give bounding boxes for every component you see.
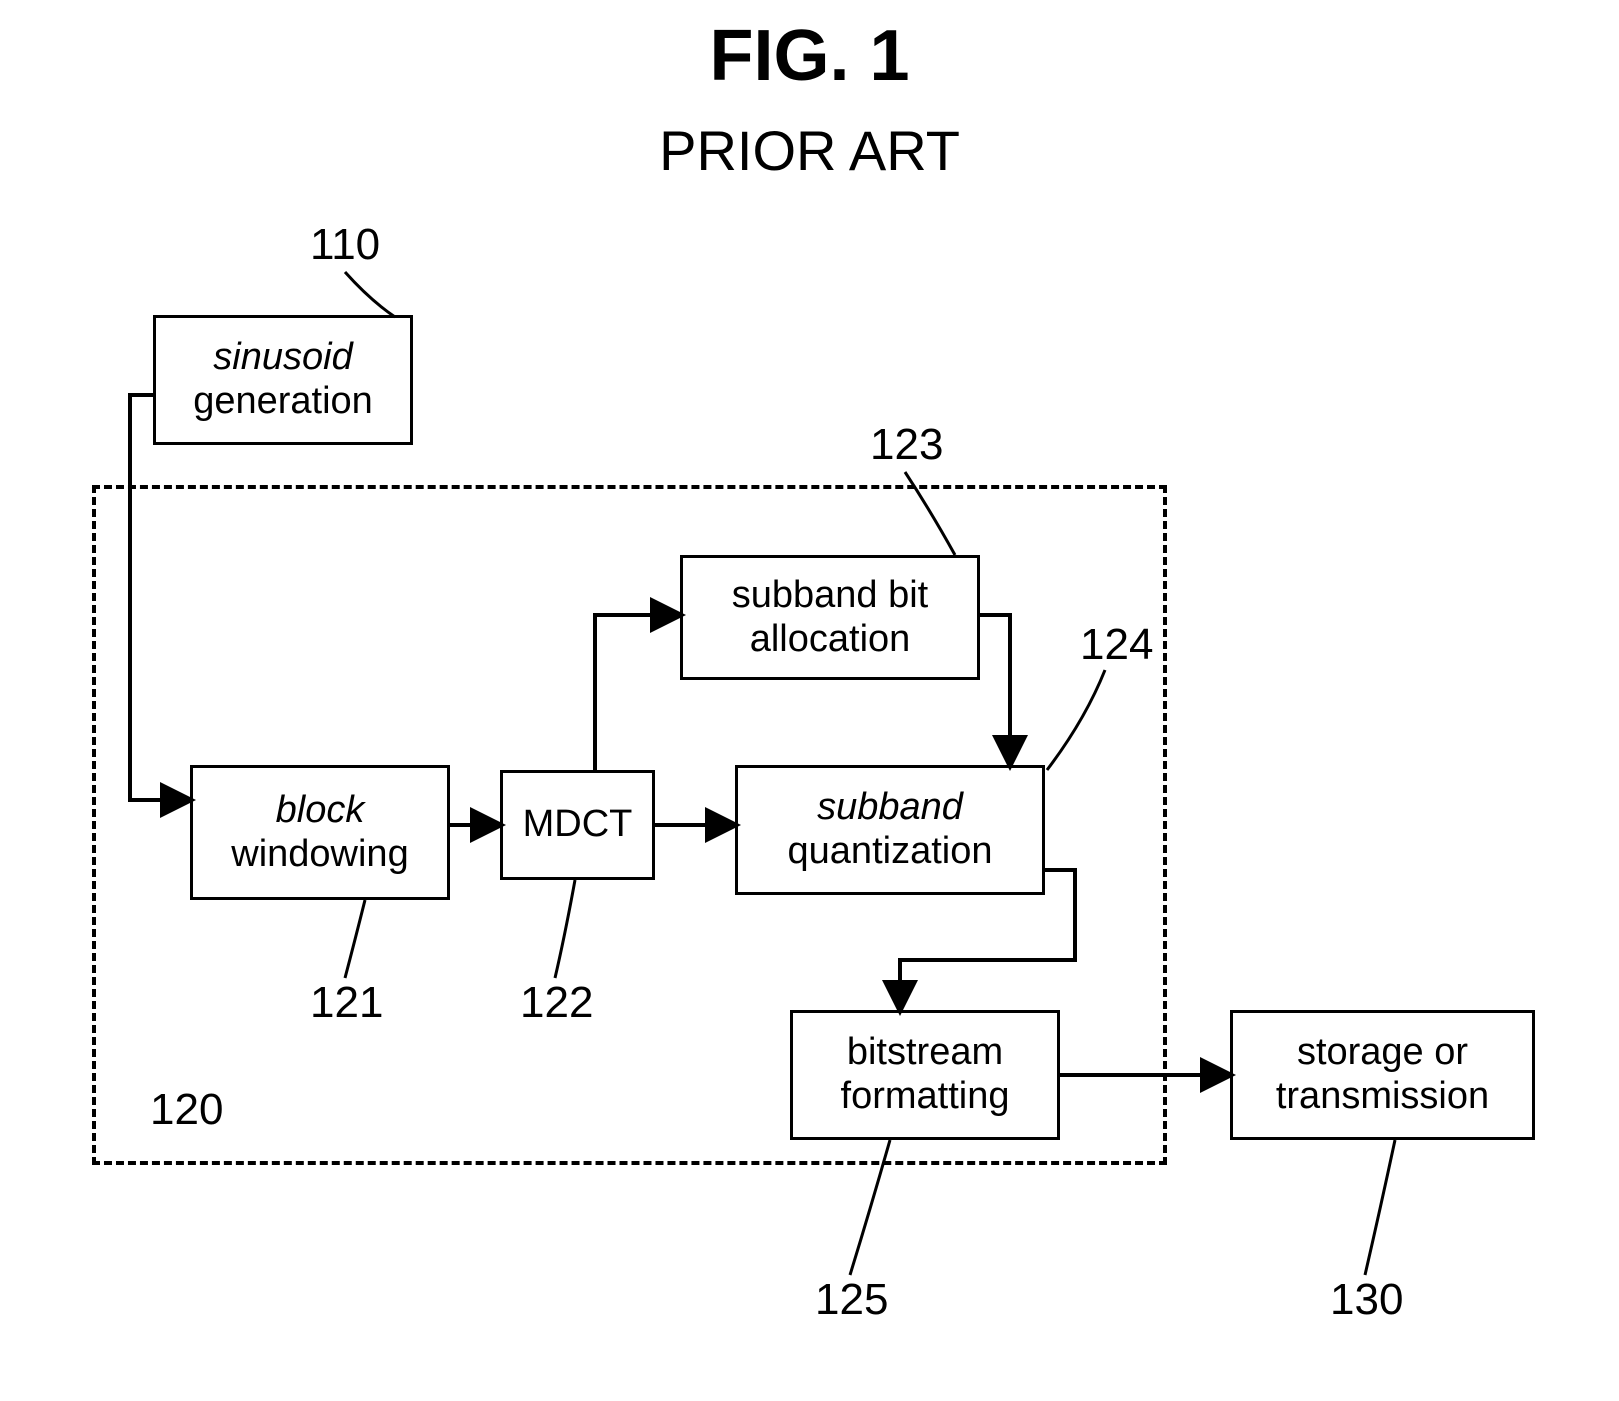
node-130-line2: transmission bbox=[1276, 1075, 1489, 1117]
ref-110: 110 bbox=[310, 220, 380, 270]
node-bitstream-formatting: bitstream formatting bbox=[790, 1010, 1060, 1140]
figure-subtitle: PRIOR ART bbox=[0, 118, 1619, 183]
ref-121: 121 bbox=[310, 978, 383, 1028]
ref-125: 125 bbox=[815, 1275, 888, 1325]
node-sinusoid-generation: sinusoid generation bbox=[153, 315, 413, 445]
node-110-line2: generation bbox=[193, 380, 373, 422]
diagram-canvas: FIG. 1 PRIOR ART sinusoid generation blo… bbox=[0, 0, 1619, 1401]
node-123-line2: allocation bbox=[750, 618, 911, 660]
node-124-line1: subband bbox=[817, 786, 963, 828]
node-125-line1: bitstream bbox=[847, 1031, 1003, 1073]
ref-123: 123 bbox=[870, 420, 943, 470]
node-block-windowing: block windowing bbox=[190, 765, 450, 900]
node-124-line2: quantization bbox=[788, 830, 993, 872]
node-125-line2: formatting bbox=[841, 1075, 1010, 1117]
node-subband-bit-allocation: subband bit allocation bbox=[680, 555, 980, 680]
node-mdct: MDCT bbox=[500, 770, 655, 880]
ref-124: 124 bbox=[1080, 620, 1153, 670]
ref-130: 130 bbox=[1330, 1275, 1403, 1325]
ref-120: 120 bbox=[150, 1085, 223, 1135]
node-123-line1: subband bit bbox=[732, 574, 929, 616]
node-110-line1: sinusoid bbox=[213, 336, 352, 378]
node-storage-transmission: storage or transmission bbox=[1230, 1010, 1535, 1140]
node-130-line1: storage or bbox=[1297, 1031, 1468, 1073]
node-121-line1: block bbox=[276, 789, 365, 831]
ref-122: 122 bbox=[520, 978, 593, 1028]
node-122-label: MDCT bbox=[523, 803, 633, 847]
node-121-line2: windowing bbox=[231, 833, 408, 875]
node-subband-quantization: subband quantization bbox=[735, 765, 1045, 895]
figure-title: FIG. 1 bbox=[0, 15, 1619, 97]
